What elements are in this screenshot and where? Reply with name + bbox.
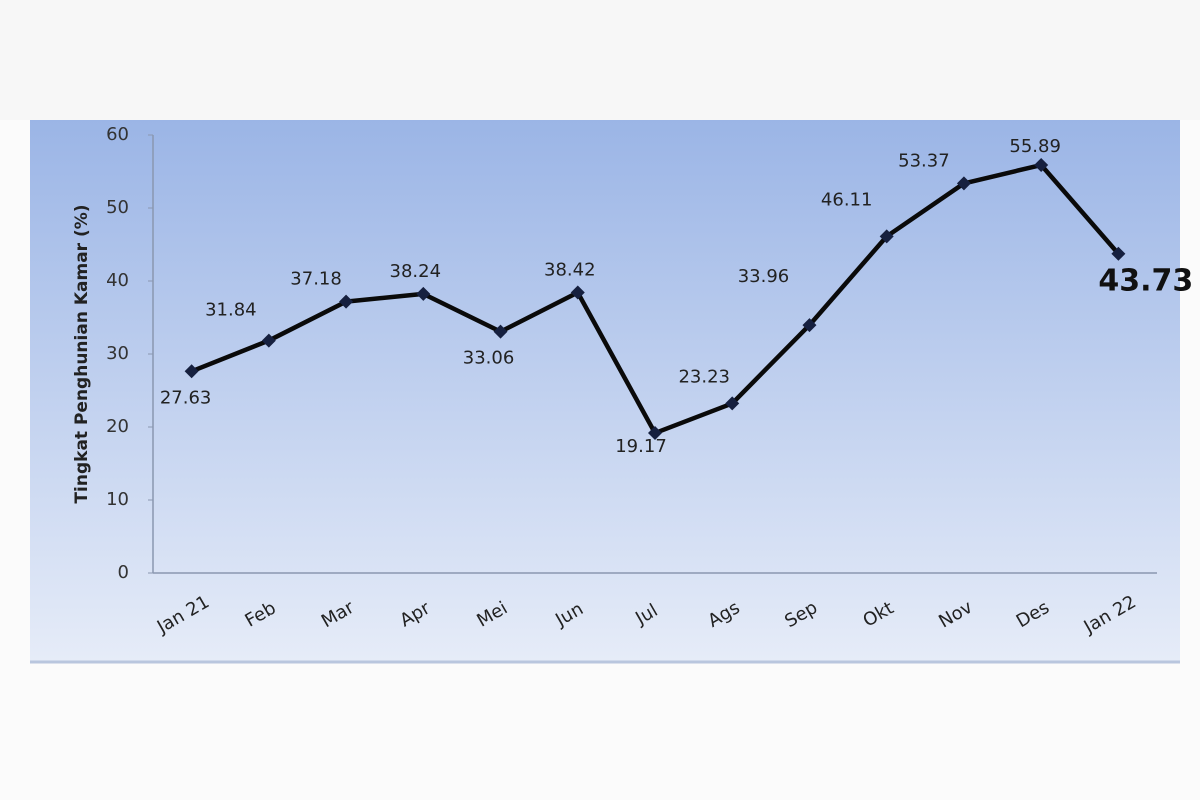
data-label: 46.11 [821,189,873,210]
top-band [0,0,1200,120]
data-label: 33.96 [738,266,790,287]
y-tick-label: 0 [118,562,129,583]
data-label: 38.42 [544,260,596,281]
data-marker [184,364,199,379]
data-label: 38.24 [390,261,442,282]
data-label: 37.18 [290,269,342,290]
data-marker [261,333,276,348]
data-label: 33.06 [463,348,515,369]
data-label: 23.23 [678,366,730,387]
data-marker [802,318,817,333]
y-tick-label: 60 [106,124,129,145]
y-tick-label: 20 [106,416,129,437]
chart-panel [30,120,1180,662]
data-label: 27.63 [160,387,212,408]
data-marker [956,176,971,191]
data-marker [570,285,585,300]
data-label: 19.17 [615,436,667,457]
data-label: 53.37 [898,150,950,171]
y-tick-label: 10 [106,489,129,510]
data-label: 43.73 [1098,263,1193,298]
data-marker [725,396,740,411]
data-marker [416,286,431,301]
data-marker [493,324,508,339]
y-tick-label: 30 [106,343,129,364]
data-label: 55.89 [1009,136,1061,157]
y-axis-label: Tingkat Penghunian Kamar (%) [72,204,92,503]
data-marker [1111,246,1126,261]
y-tick-label: 50 [106,197,129,218]
data-marker [339,294,354,309]
data-marker [879,229,894,244]
y-tick-label: 40 [106,270,129,291]
data-marker [1034,158,1049,173]
data-marker [648,426,662,441]
data-label: 31.84 [205,300,257,321]
